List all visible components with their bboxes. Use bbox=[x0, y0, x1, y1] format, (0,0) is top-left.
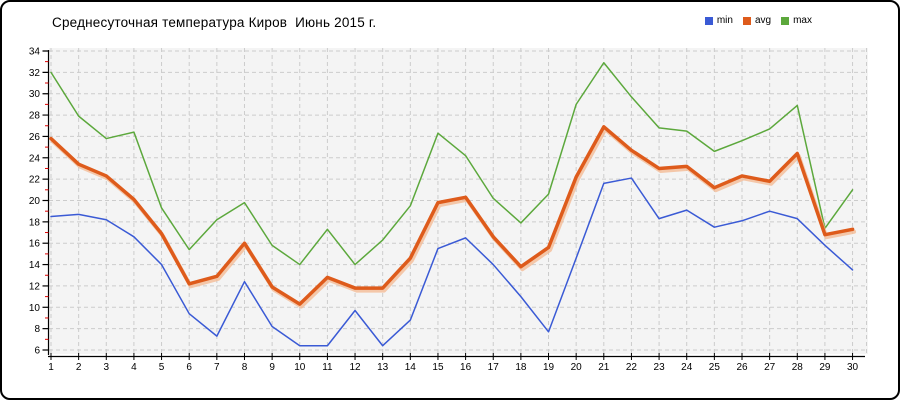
x-tick-label: 20 bbox=[571, 362, 583, 373]
y-tick-label: 22 bbox=[29, 175, 41, 186]
x-tick-label: 22 bbox=[626, 362, 638, 373]
y-tick-label: 28 bbox=[29, 111, 41, 122]
y-tick-label: 20 bbox=[29, 196, 41, 207]
x-tick-label: 14 bbox=[405, 362, 417, 373]
x-tick-label: 7 bbox=[214, 362, 220, 373]
y-tick-label: 30 bbox=[29, 89, 41, 100]
x-tick-label: 17 bbox=[488, 362, 500, 373]
x-tick-label: 5 bbox=[159, 362, 165, 373]
legend: min avg max bbox=[704, 15, 812, 26]
x-tick-label: 10 bbox=[294, 362, 306, 373]
series-avg-line bbox=[49, 125, 855, 306]
legend-item-avg: avg bbox=[742, 15, 772, 26]
y-tick-label: 6 bbox=[34, 346, 40, 357]
y-tick-label: 26 bbox=[29, 132, 41, 143]
x-tick-label: 28 bbox=[792, 362, 804, 373]
x-tick-label: 29 bbox=[819, 362, 831, 373]
legend-label-max: max bbox=[793, 15, 812, 26]
legend-swatch-avg bbox=[742, 16, 751, 25]
series-min-line bbox=[50, 177, 854, 347]
x-tick-label: 21 bbox=[598, 362, 610, 373]
x-tick-label: 12 bbox=[349, 362, 361, 373]
y-tick-label: 24 bbox=[29, 153, 41, 164]
x-tick-label: 2 bbox=[76, 362, 82, 373]
y-axis: 6 8 10 12 14 16 18 20 22 24 26 28 30 32 34 bbox=[29, 47, 50, 357]
x-axis: 1 2 3 4 5 6 7 8 9 10 11 12 13 14 15 16 17 18 19 20 21 22 23 24 2… bbox=[48, 353, 865, 373]
y-tick-label: 8 bbox=[34, 324, 40, 335]
legend-label-avg: avg bbox=[754, 15, 772, 26]
x-tick-label: 13 bbox=[377, 362, 389, 373]
x-tick-label: 15 bbox=[432, 362, 444, 373]
x-tick-label: 25 bbox=[709, 362, 721, 373]
legend-swatch-min bbox=[704, 16, 713, 25]
legend-item-max: max bbox=[781, 15, 812, 26]
series-max-line bbox=[50, 61, 854, 266]
x-tick-label: 4 bbox=[131, 362, 137, 373]
x-tick-label: 6 bbox=[186, 362, 192, 373]
y-tick-label: 34 bbox=[29, 47, 41, 58]
legend-swatch-max bbox=[781, 16, 790, 25]
y-tick-label: 10 bbox=[29, 303, 41, 314]
y-tick-label: 14 bbox=[29, 260, 41, 271]
legend-item-min: min bbox=[704, 15, 733, 26]
chart-title: Среднесуточная температура Киров Июнь 20… bbox=[52, 15, 377, 30]
x-tick-label: 11 bbox=[322, 362, 333, 373]
x-tick-label: 24 bbox=[681, 362, 693, 373]
x-tick-label: 8 bbox=[242, 362, 248, 373]
x-tick-label: 9 bbox=[269, 362, 275, 373]
y-tick-label: 32 bbox=[29, 68, 41, 79]
x-tick-label: 26 bbox=[736, 362, 748, 373]
y-tick-label: 18 bbox=[29, 217, 41, 228]
x-tick-label: 30 bbox=[847, 362, 859, 373]
x-tick-label: 18 bbox=[515, 362, 527, 373]
y-tick-label: 12 bbox=[29, 281, 41, 292]
x-tick-label: 16 bbox=[460, 362, 472, 373]
x-tick-label: 3 bbox=[103, 362, 109, 373]
legend-label-min: min bbox=[716, 15, 733, 26]
x-tick-label: 19 bbox=[543, 362, 555, 373]
gridlines bbox=[49, 48, 868, 354]
x-tick-label: 23 bbox=[654, 362, 666, 373]
x-tick-label: 1 bbox=[48, 362, 54, 373]
x-tick-label: 27 bbox=[764, 362, 776, 373]
y-tick-label: 16 bbox=[29, 239, 41, 250]
